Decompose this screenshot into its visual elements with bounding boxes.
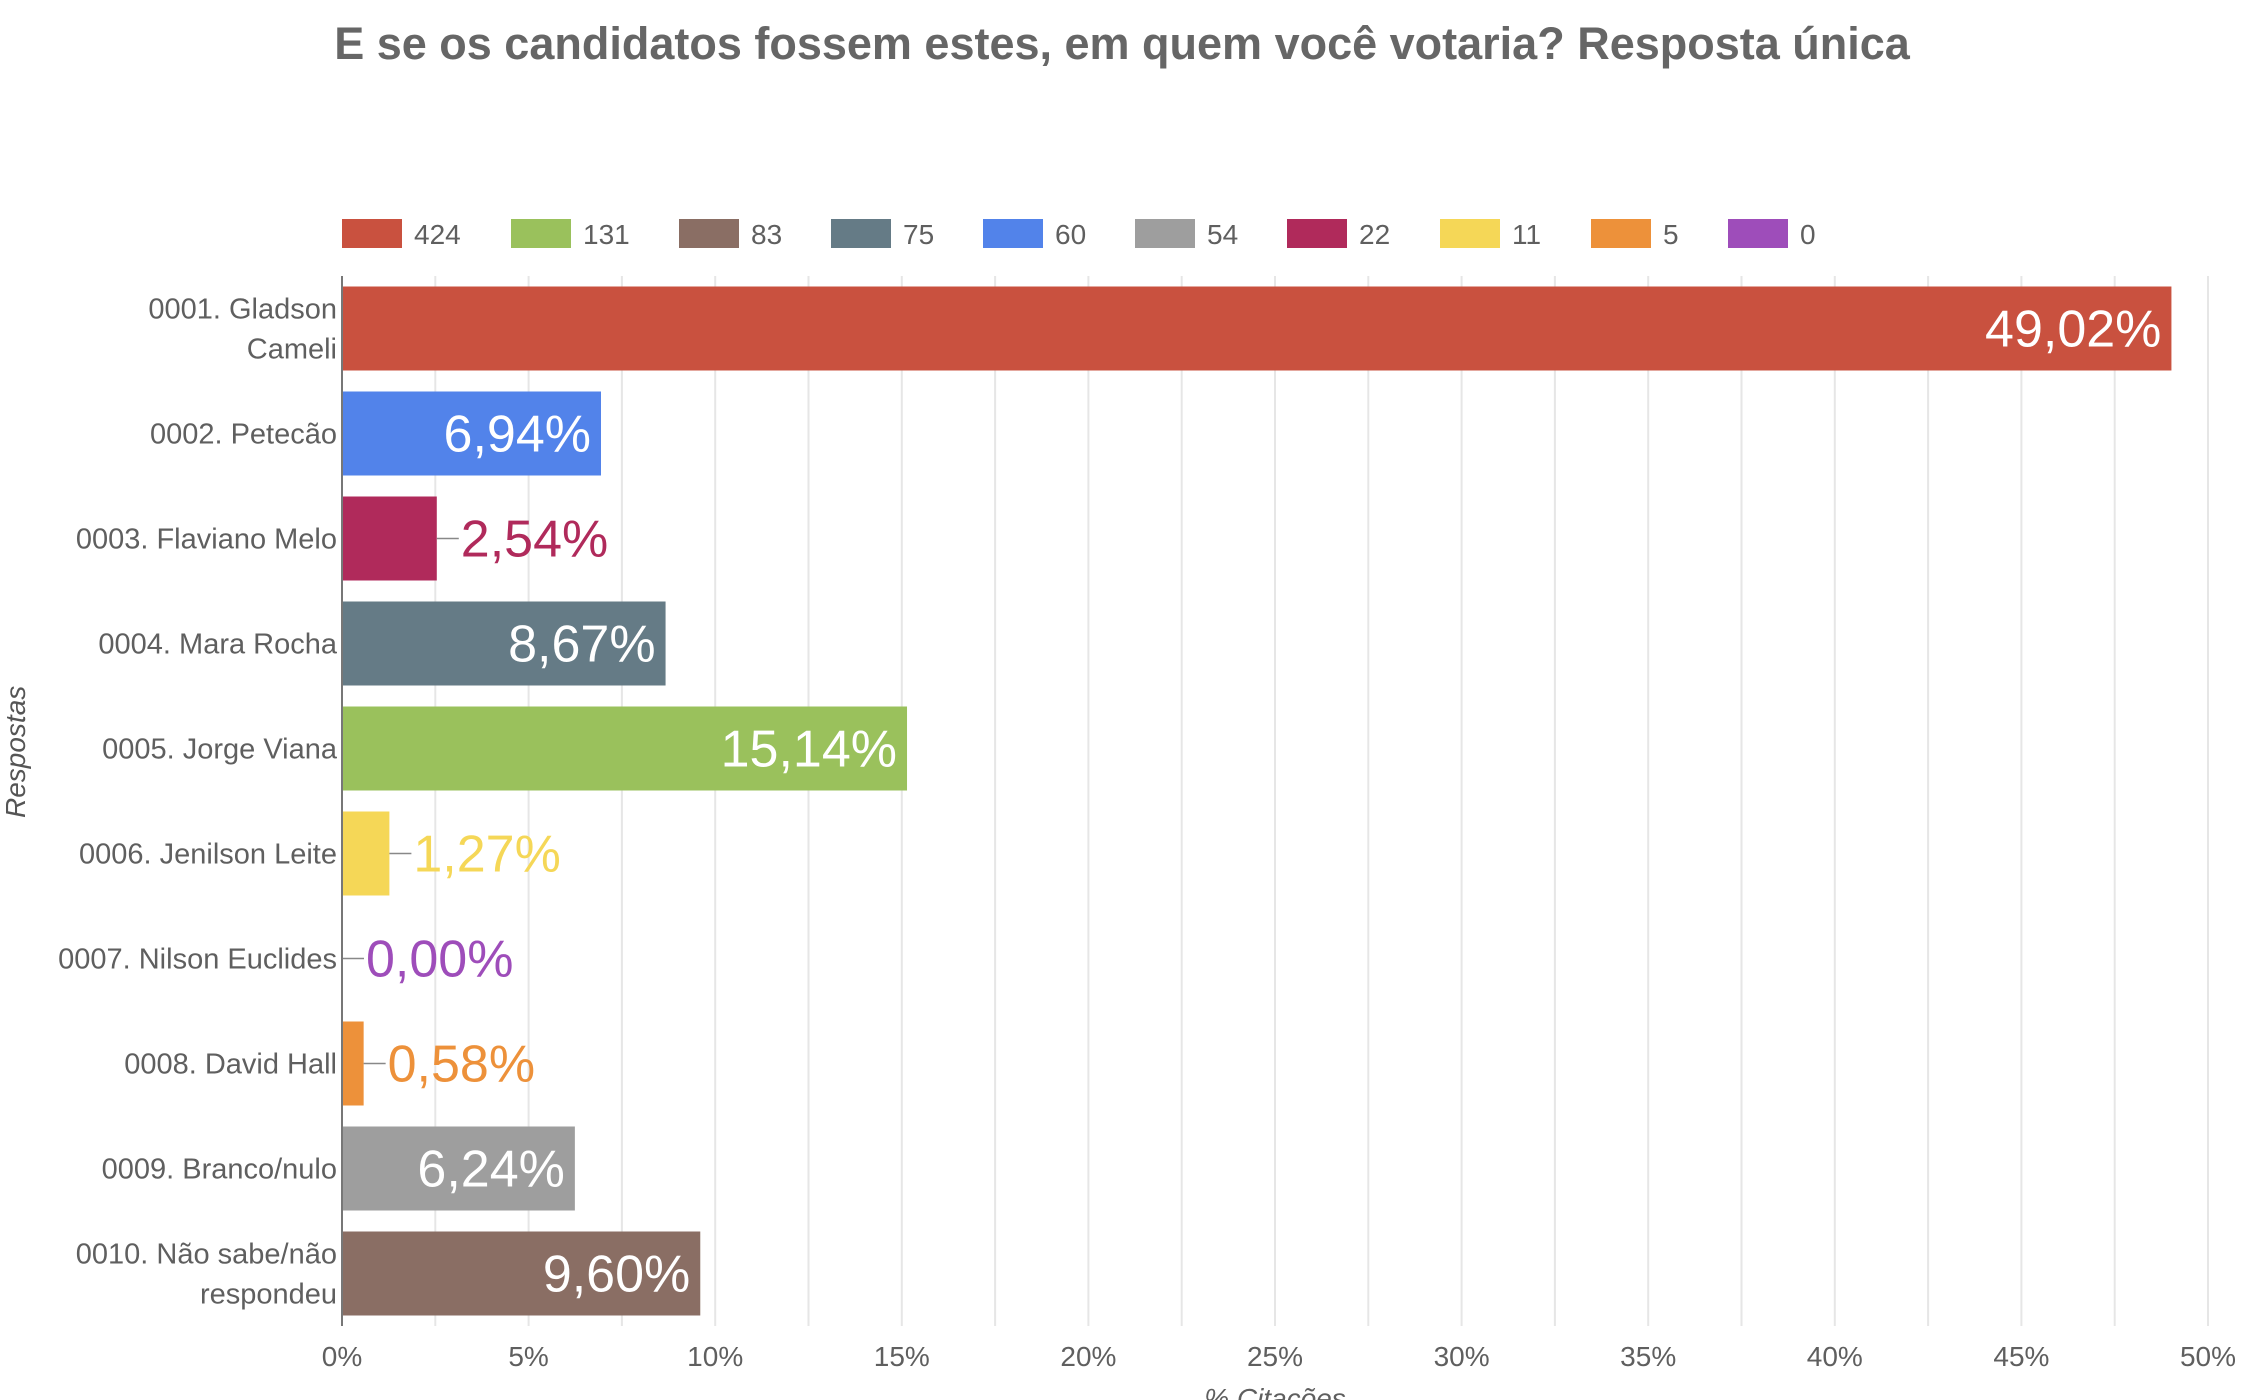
legend-swatch	[983, 219, 1043, 248]
legend-swatch	[342, 219, 402, 248]
legend-label: 83	[751, 219, 782, 250]
data-label: 49,02%	[1985, 301, 2161, 359]
category-label: 0002. Petecão	[150, 419, 337, 451]
x-tick-label: 15%	[874, 1341, 930, 1372]
legend-swatch	[1728, 219, 1788, 248]
legend-label: 424	[414, 219, 461, 250]
legend-swatch	[511, 219, 571, 248]
x-tick-label: 35%	[1620, 1341, 1676, 1372]
legend-label: 0	[1800, 219, 1816, 250]
legend-swatch	[1287, 219, 1347, 248]
x-tick-label: 30%	[1434, 1341, 1490, 1372]
x-axis-title: % Citações	[1204, 1383, 1346, 1400]
legend-swatch	[1440, 219, 1500, 248]
data-label: 0,58%	[388, 1036, 535, 1094]
category-label: 0003. Flaviano Melo	[76, 524, 337, 556]
data-label: 0,00%	[366, 931, 513, 989]
legend-label: 22	[1359, 219, 1390, 250]
legend-label: 60	[1055, 219, 1086, 250]
legend-swatch	[831, 219, 891, 248]
x-tick-label: 0%	[322, 1341, 362, 1372]
category-label: 0005. Jorge Viana	[102, 734, 338, 766]
data-label: 1,27%	[413, 826, 560, 884]
bar	[342, 391, 602, 476]
category-label: 0004. Mara Rocha	[98, 629, 337, 661]
bar	[342, 286, 2172, 371]
x-tick-label: 25%	[1247, 1341, 1303, 1372]
category-label: 0008. David Hall	[124, 1049, 337, 1081]
bar	[342, 496, 437, 581]
bar	[342, 1126, 575, 1211]
x-tick-label: 5%	[508, 1341, 548, 1372]
legend-swatch	[1135, 219, 1195, 248]
data-label: 9,60%	[543, 1246, 690, 1304]
legend-label: 11	[1512, 219, 1541, 250]
data-label: 6,94%	[444, 406, 591, 464]
legend-label: 5	[1663, 219, 1679, 250]
category-label: 0007. Nilson Euclides	[58, 944, 337, 976]
legend-label: 131	[583, 219, 630, 250]
x-tick-label: 40%	[1807, 1341, 1863, 1372]
bar	[342, 1021, 364, 1106]
category-label: 0006. Jenilson Leite	[79, 839, 337, 871]
bar	[342, 706, 908, 791]
category-label: 0010. Não sabe/não	[76, 1239, 337, 1271]
bar	[342, 1231, 701, 1316]
legend-swatch	[1591, 219, 1651, 248]
bar	[342, 811, 390, 896]
legend-swatch	[679, 219, 739, 248]
category-label: 0009. Branco/nulo	[102, 1154, 337, 1186]
data-label: 15,14%	[721, 721, 897, 779]
category-label: 0001. Gladson	[148, 294, 337, 326]
data-label: 2,54%	[461, 511, 608, 569]
chart-title: E se os candidatos fossem estes, em quem…	[334, 18, 1910, 69]
x-tick-label: 50%	[2180, 1341, 2236, 1372]
y-axis-title: Respostas	[0, 685, 31, 818]
x-tick-label: 10%	[687, 1341, 743, 1372]
data-label: 6,24%	[417, 1141, 564, 1199]
category-label: respondeu	[200, 1279, 337, 1311]
bar	[342, 601, 666, 686]
x-tick-label: 20%	[1060, 1341, 1116, 1372]
legend-label: 75	[903, 219, 934, 250]
data-label: 8,67%	[508, 616, 655, 674]
x-tick-label: 45%	[1993, 1341, 2049, 1372]
category-label: Cameli	[247, 334, 337, 366]
legend-label: 54	[1207, 219, 1238, 250]
